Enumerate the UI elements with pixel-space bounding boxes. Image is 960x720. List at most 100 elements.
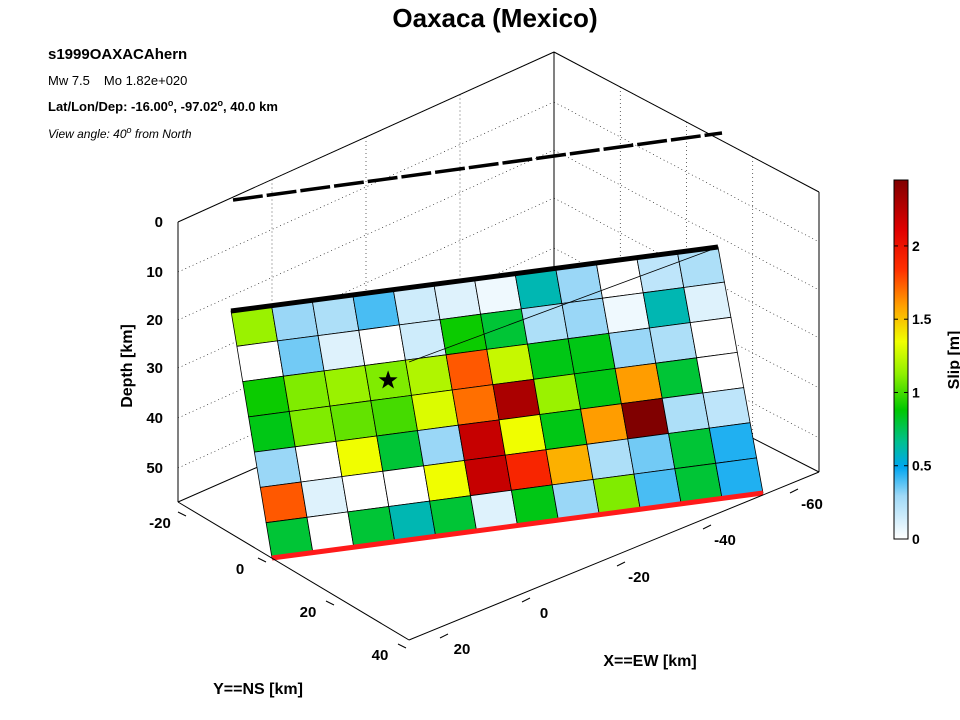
slip-cell [398, 319, 447, 361]
slip-cell [242, 375, 290, 418]
slip-cell [586, 438, 635, 480]
latlon-prefix: Lat/Lon/Dep: -16.00 [48, 99, 168, 114]
colorbar-tick-label: 0.5 [912, 458, 932, 474]
deg-symbol-1: o [168, 98, 174, 108]
slip-cell [341, 470, 390, 513]
slip-cell [463, 454, 512, 497]
slip-cell [620, 397, 669, 440]
view-angle-label: View angle: 40o from North [48, 125, 192, 141]
depth-tick-label: 0 [155, 214, 163, 231]
slip-cell [504, 449, 553, 491]
depth-grid-line [177, 297, 555, 469]
mo-label: Mo 1.82e+020 [104, 73, 187, 88]
slip-cell [642, 287, 691, 329]
slip-cell [668, 427, 717, 470]
slip-cell [329, 400, 378, 442]
slip-cell [277, 335, 325, 377]
surface-trace-line [232, 131, 723, 202]
slip-cell [376, 430, 425, 472]
fault-top-edge [230, 244, 719, 314]
slip-cell [294, 440, 343, 483]
colorbar-tick-label: 1 [912, 385, 920, 401]
slip-cell [498, 414, 547, 456]
x-tick-mark [439, 633, 449, 639]
colorbar [893, 179, 909, 540]
slip-cell [236, 340, 284, 383]
slip-cell [411, 389, 459, 432]
latlon-suffix: , 40.0 km [223, 99, 278, 114]
slip-cell [573, 368, 622, 410]
slip-cell [696, 351, 745, 394]
slip-cell [282, 370, 331, 412]
slip-cells [230, 246, 764, 559]
box-edge [408, 247, 717, 363]
slip-cell [288, 405, 337, 448]
slip-cell [702, 387, 751, 429]
slip-cell [317, 329, 366, 372]
slip-cell [335, 435, 384, 478]
slip-cell [253, 446, 302, 488]
x-tick-mark [702, 524, 712, 530]
slip-cell [445, 348, 494, 391]
slip-cell [649, 322, 698, 364]
slip-cell [627, 433, 676, 475]
mw-label: Mw 7.5 [48, 73, 90, 88]
slip-cell [533, 373, 582, 415]
y-tick-mark [325, 600, 335, 606]
y-tick-mark [177, 511, 187, 517]
slip-cell [520, 303, 569, 345]
deg-symbol-3: o [127, 125, 132, 135]
view-prefix: View angle: 40 [48, 127, 127, 141]
colorbar-ticks: 0 0.5 1 1.5 2 [894, 238, 932, 547]
depth-tick-label: 10 [146, 264, 163, 281]
axes-box-front [177, 192, 820, 641]
colorbar-label: Slip [m] [946, 331, 960, 390]
slip-cell [567, 332, 616, 375]
y-axis-label: Y==NS [km] [213, 681, 303, 698]
x-tick-label: 20 [454, 641, 471, 658]
depth-tick-label: 50 [146, 460, 163, 477]
slip-cell [417, 424, 465, 467]
depth-grid-line [177, 247, 555, 419]
slip-cell [527, 338, 575, 380]
slip-cell [323, 365, 372, 407]
slip-cell [423, 460, 471, 502]
slip-cell [480, 308, 528, 350]
fault-bottom-edge [271, 490, 764, 561]
slip-cell [661, 392, 710, 434]
slip-cell [486, 343, 535, 386]
x-tick-mark [616, 561, 626, 567]
slip-cell [614, 362, 663, 405]
slip-cell [602, 292, 650, 334]
event-id-label: s1999OAXACAhern [48, 46, 187, 63]
depth-grid-line [177, 101, 555, 273]
slip-cell [545, 443, 594, 486]
x-tick-mark [521, 597, 531, 603]
hypocenter-marker [378, 370, 398, 389]
depth-tick-label: 30 [146, 360, 163, 377]
box-edge [408, 471, 820, 641]
tick-labels: 0 10 20 30 40 50 -60 -40 -20 0 20 -20 0 20 40 [146, 214, 823, 664]
slip-cell [561, 297, 610, 340]
slip-cell [382, 465, 431, 507]
slip-cell [539, 408, 588, 451]
box-edge [177, 501, 410, 641]
x-tick-mark [789, 488, 799, 494]
y-tick-label: 40 [372, 647, 389, 664]
surface-trace [232, 131, 723, 202]
y-tick-mark [257, 557, 267, 563]
slip-cell [300, 476, 349, 518]
x-tick-label: -40 [714, 532, 736, 549]
slip-cell [370, 394, 418, 437]
slip-cell [608, 327, 657, 369]
fault-edges [230, 244, 764, 561]
slip-cell [492, 378, 541, 421]
slip-cell [655, 357, 704, 399]
x-axis-label: X==EW [km] [603, 653, 696, 670]
slip-cell [248, 411, 296, 453]
y-tick-label: 20 [300, 604, 317, 621]
depth-grid-line [177, 149, 555, 321]
x-tick-label: 0 [540, 605, 548, 622]
depth-tick-label: 40 [146, 410, 163, 427]
y-tick-mark [397, 643, 407, 649]
